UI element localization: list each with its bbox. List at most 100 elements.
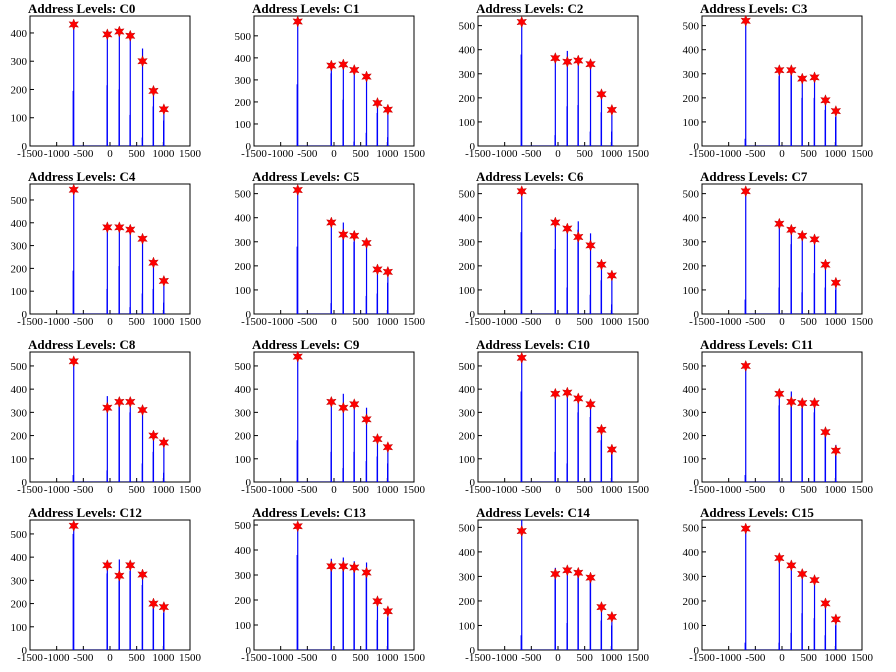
plot-frame bbox=[253, 351, 415, 483]
peak-marker bbox=[809, 397, 820, 410]
x-tick-label: -1500 bbox=[465, 148, 491, 160]
y-tick-label: 100 bbox=[235, 119, 252, 131]
y-tick-label: 300 bbox=[459, 237, 476, 249]
x-tick-label: -1000 bbox=[44, 148, 70, 160]
x-tick-label: -1500 bbox=[465, 652, 491, 664]
y-tick-label: 300 bbox=[235, 75, 252, 87]
peak-marker bbox=[786, 223, 797, 236]
peak-marker bbox=[125, 559, 136, 572]
y-tick-label: 500 bbox=[235, 31, 252, 43]
x-tick-label: 1000 bbox=[152, 652, 175, 664]
x-tick-label: 1000 bbox=[152, 484, 175, 496]
peak-marker bbox=[349, 229, 360, 242]
chart-svg: Address Levels: C10100200300400500-1500-… bbox=[235, 1, 426, 160]
peak-marker bbox=[740, 522, 751, 535]
y-tick-label: 300 bbox=[11, 407, 28, 419]
plot-frame bbox=[477, 351, 639, 483]
x-tick-label: 0 bbox=[107, 652, 113, 664]
peak-marker bbox=[774, 64, 785, 77]
peak-marker bbox=[68, 18, 79, 31]
x-tick-label: -500 bbox=[745, 484, 766, 496]
x-tick-label: -1000 bbox=[44, 652, 70, 664]
y-tick-label: 500 bbox=[11, 195, 28, 207]
chart-panel: Address Levels: C9 0 100 200 300 400 500 -1500-… bbox=[224, 336, 448, 504]
peak-marker bbox=[596, 423, 607, 436]
y-tick-label: 100 bbox=[11, 454, 28, 466]
x-tick-label: 0 bbox=[107, 484, 113, 496]
chart-svg: Address Levels: C13 0 100 200 300 400 500 -1500… bbox=[235, 505, 426, 664]
x-tick-label: -1500 bbox=[465, 484, 491, 496]
x-tick-label: 0 bbox=[555, 148, 561, 160]
peak-marker bbox=[830, 613, 842, 626]
peak-marker bbox=[573, 392, 584, 405]
y-tick-label: 500 bbox=[459, 522, 476, 534]
x-tick-label: 500 bbox=[576, 652, 593, 664]
x-tick-label: 1000 bbox=[600, 148, 623, 160]
y-tick-label: 400 bbox=[11, 384, 28, 396]
chart-svg: Address Levels: C15 0 100 200 300 400 500 -1500… bbox=[683, 505, 874, 664]
peak-marker bbox=[573, 566, 584, 579]
peak-marker bbox=[550, 387, 561, 400]
x-tick-label: 500 bbox=[800, 652, 817, 664]
y-tick-label: 100 bbox=[235, 620, 252, 632]
y-tick-label: 0 bbox=[694, 645, 700, 657]
chart-panel: Address Levels: C4 0 100 200 300 400 500 -1500-… bbox=[0, 168, 224, 336]
y-tick-label: 100 bbox=[11, 622, 28, 634]
y-tick-label: 400 bbox=[459, 213, 476, 225]
peak-marker bbox=[585, 58, 596, 71]
plot-frame bbox=[253, 519, 415, 651]
y-tick-label: 500 bbox=[683, 21, 700, 33]
x-tick-label: -1000 bbox=[268, 316, 294, 328]
peak-marker bbox=[596, 88, 607, 101]
x-tick-label: 500 bbox=[352, 484, 369, 496]
x-tick-label: -1000 bbox=[492, 484, 518, 496]
y-tick-label: 500 bbox=[11, 529, 28, 541]
x-tick-label: 1000 bbox=[376, 652, 399, 664]
chart-panel: Address Levels: C13 0 100 200 300 400 500 -1500… bbox=[224, 504, 448, 672]
y-tick-label: 200 bbox=[459, 93, 476, 105]
y-tick-label: 0 bbox=[470, 645, 476, 657]
y-tick-label: 300 bbox=[235, 407, 252, 419]
peak-marker bbox=[550, 52, 561, 65]
peak-marker bbox=[148, 84, 159, 97]
x-tick-label: -500 bbox=[297, 484, 318, 496]
x-tick-label: 500 bbox=[352, 316, 369, 328]
y-tick-label: 100 bbox=[683, 454, 700, 466]
peak-marker bbox=[292, 15, 303, 28]
y-tick-label: 100 bbox=[683, 285, 700, 297]
chart-title: Address Levels: C7 bbox=[700, 169, 808, 184]
y-tick-label: 200 bbox=[235, 431, 252, 443]
chart-title: Address Levels: C9 bbox=[252, 337, 360, 352]
chart-panel: Address Levels: C14 0 100 200 300 400 500 -1500… bbox=[448, 504, 672, 672]
y-tick-label: 0 bbox=[694, 141, 700, 153]
peak-marker bbox=[361, 236, 372, 250]
x-tick-label: 500 bbox=[128, 484, 145, 496]
peak-marker bbox=[740, 185, 751, 198]
y-tick-label: 500 bbox=[459, 361, 476, 373]
y-tick-label: 0 bbox=[470, 477, 476, 489]
peak-marker bbox=[137, 232, 148, 245]
peak-marker bbox=[137, 568, 148, 581]
chart-svg: Address Levels: C80100200300400500-1500-… bbox=[11, 337, 202, 496]
chart-title: Address Levels: C0 bbox=[28, 1, 135, 16]
peak-marker bbox=[326, 59, 337, 72]
peak-marker bbox=[740, 14, 751, 27]
x-tick-label: 1500 bbox=[851, 652, 874, 664]
chart-svg: Address Levels: C50100200300400500-1500-… bbox=[235, 169, 426, 328]
x-tick-label: 1500 bbox=[179, 652, 202, 664]
y-tick-label: 400 bbox=[683, 384, 700, 396]
x-tick-label: 1500 bbox=[851, 484, 874, 496]
peak-marker bbox=[158, 601, 170, 614]
peak-marker bbox=[774, 217, 785, 230]
chart-title: Address Levels: C13 bbox=[252, 505, 366, 520]
peak-marker bbox=[148, 597, 159, 610]
peak-marker bbox=[550, 567, 561, 580]
x-tick-label: 500 bbox=[128, 148, 145, 160]
peak-marker bbox=[372, 96, 383, 110]
chart-title: Address Levels: C1 bbox=[252, 1, 359, 16]
y-tick-label: 0 bbox=[22, 141, 28, 153]
peak-marker bbox=[361, 566, 372, 579]
chart-svg: Address Levels: C10 0 100 200 300 400 500 -1500… bbox=[459, 337, 650, 496]
chart-title: Address Levels: C10 bbox=[476, 337, 590, 352]
y-tick-label: 100 bbox=[11, 113, 28, 125]
